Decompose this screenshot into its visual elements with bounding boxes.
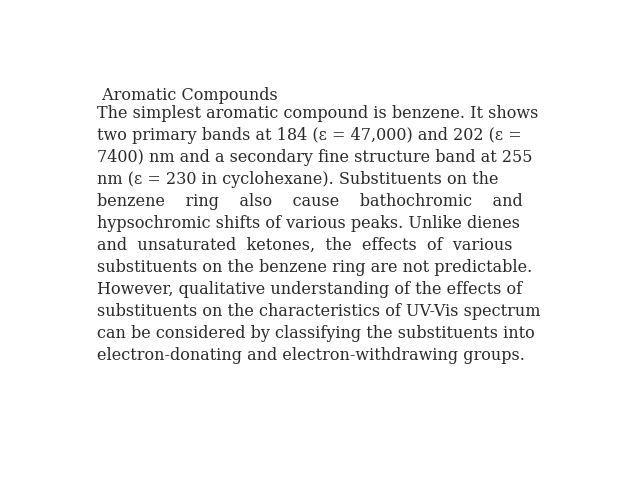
Text: 7400) nm and a secondary fine structure band at 255: 7400) nm and a secondary fine structure …	[97, 149, 532, 166]
Text: Aromatic Compounds: Aromatic Compounds	[97, 87, 278, 104]
Text: electron-donating and electron-withdrawing groups.: electron-donating and electron-withdrawi…	[97, 347, 525, 364]
Text: hypsochromic shifts of various peaks. Unlike dienes: hypsochromic shifts of various peaks. Un…	[97, 215, 520, 232]
Text: two primary bands at 184 (ε = 47,000) and 202 (ε =: two primary bands at 184 (ε = 47,000) an…	[97, 127, 522, 144]
Text: substituents on the benzene ring are not predictable.: substituents on the benzene ring are not…	[97, 259, 532, 276]
Text: substituents on the characteristics of UV-Vis spectrum: substituents on the characteristics of U…	[97, 303, 541, 320]
Text: The simplest aromatic compound is benzene. It shows: The simplest aromatic compound is benzen…	[97, 105, 538, 122]
Text: and  unsaturated  ketones,  the  effects  of  various: and unsaturated ketones, the effects of …	[97, 237, 513, 254]
Text: can be considered by classifying the substituents into: can be considered by classifying the sub…	[97, 325, 535, 342]
Text: nm (ε = 230 in cyclohexane). Substituents on the: nm (ε = 230 in cyclohexane). Substituent…	[97, 171, 499, 188]
Text: benzene    ring    also    cause    bathochromic    and: benzene ring also cause bathochromic and	[97, 193, 523, 210]
Text: However, qualitative understanding of the effects of: However, qualitative understanding of th…	[97, 281, 522, 298]
